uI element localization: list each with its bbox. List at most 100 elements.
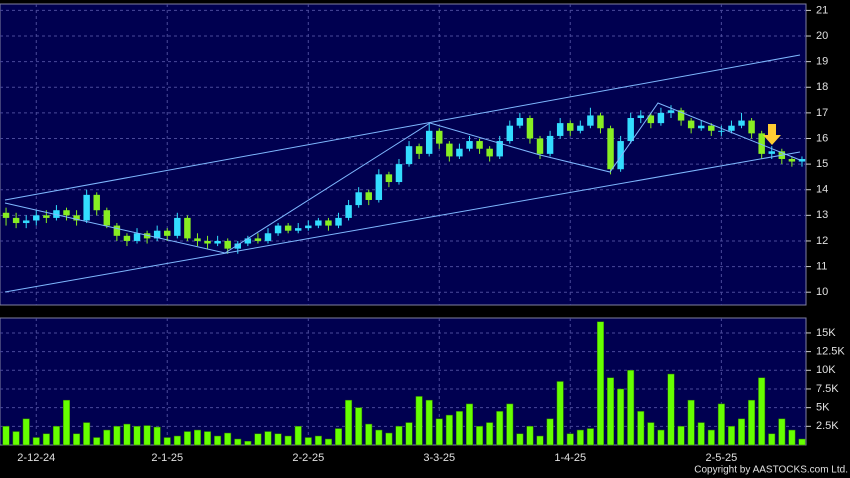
volume-bar	[727, 426, 735, 446]
volume-bar	[506, 403, 514, 446]
candle-body	[93, 194, 100, 211]
candle-body	[113, 225, 121, 236]
candle-body	[33, 215, 40, 221]
candle-body	[546, 135, 554, 154]
volume-bar	[546, 418, 554, 446]
candle-body	[174, 217, 181, 236]
volume-bar	[617, 388, 625, 446]
volume-bar	[707, 429, 715, 446]
candle-body	[315, 220, 322, 226]
volume-bar	[12, 431, 20, 446]
volume-bar	[345, 399, 353, 446]
volume-bar	[455, 411, 463, 446]
candle-body	[385, 174, 393, 183]
volume-bar	[647, 422, 655, 446]
candle-body	[43, 215, 50, 218]
y-tick-label: 5K	[816, 402, 830, 414]
zigzag	[4, 102, 801, 254]
volume-bar	[556, 381, 564, 446]
volume-bar	[687, 399, 695, 446]
volume-bar	[294, 426, 302, 446]
volume-bar	[355, 407, 363, 446]
candle-body	[214, 240, 221, 244]
y-tick-label: 14	[816, 184, 828, 196]
candle-body	[83, 194, 90, 221]
candle-body	[567, 123, 574, 131]
candle-body	[194, 238, 201, 241]
candle-body	[143, 233, 151, 239]
candle-body	[73, 215, 80, 221]
candle-body	[305, 225, 312, 229]
volume-bar	[83, 422, 91, 446]
volume-bar	[415, 396, 423, 446]
candle-body	[184, 217, 191, 239]
volume-bar	[204, 431, 212, 446]
volume-bar	[163, 437, 171, 446]
x-tick-label: 2-1-25	[151, 452, 183, 464]
candle-body	[697, 125, 705, 129]
volume-bar	[405, 422, 413, 446]
y-tick-label: 15	[816, 158, 828, 170]
volume-bar	[73, 433, 81, 446]
volume-bar	[667, 373, 675, 446]
y-tick-label: 15K	[816, 327, 836, 339]
volume-bar	[516, 433, 524, 446]
candle-body	[355, 192, 362, 206]
volume-bar	[486, 422, 494, 446]
volume-bar	[476, 426, 484, 446]
candle-body	[294, 228, 302, 231]
volume-bar	[788, 429, 796, 446]
candle-body	[637, 115, 644, 118]
volume-bar	[264, 431, 272, 446]
copyright: Copyright by AASTOCKS.com Ltd.	[694, 465, 848, 476]
y-tick-label: 12.5K	[816, 346, 845, 358]
candle-body	[597, 115, 604, 129]
candle-body	[728, 125, 735, 131]
candle-body	[446, 143, 453, 157]
x-tick-label: 2-5-25	[705, 452, 737, 464]
candle-body	[647, 115, 655, 124]
candle-body	[607, 128, 614, 170]
volume-bar	[365, 423, 373, 446]
volume-bar	[385, 432, 393, 446]
volume-bar	[123, 423, 131, 446]
candle-body	[224, 240, 231, 249]
y-tick-label: 7.5K	[816, 383, 839, 395]
volume-bar	[22, 418, 30, 446]
volume-bar	[435, 418, 443, 446]
volume-bar	[395, 426, 403, 446]
channel-upper	[4, 54, 801, 201]
volume-bar	[526, 426, 534, 446]
volume-bar	[324, 438, 332, 446]
y-tick-label: 18	[816, 81, 828, 93]
volume-bar	[52, 426, 60, 446]
volume-bar	[758, 377, 766, 446]
y-tick-label: 11	[816, 260, 827, 272]
candle-body	[506, 125, 514, 142]
volume-bar	[214, 435, 222, 446]
candle-body	[103, 210, 111, 226]
volume-bar	[173, 435, 181, 446]
volume-bar	[466, 403, 473, 446]
x-tick-label: 3-3-25	[423, 452, 455, 464]
candle-body	[667, 110, 675, 113]
candle-body	[164, 230, 171, 236]
volume-bar	[375, 429, 383, 446]
volume-bar	[657, 429, 665, 446]
candle-body	[2, 212, 10, 218]
candle-body	[335, 217, 342, 226]
volume-bar	[234, 438, 242, 446]
volume-bar	[103, 429, 111, 446]
candle-body	[274, 225, 282, 234]
candle-body	[687, 120, 695, 129]
candle-body	[577, 125, 584, 131]
volume-bar	[425, 399, 433, 446]
volume-bar	[596, 321, 604, 446]
candle-body	[758, 133, 765, 154]
candle-body	[748, 120, 755, 134]
candle-body	[516, 117, 524, 126]
candle-body	[264, 233, 272, 241]
volume-bar	[778, 418, 786, 446]
candle-body	[436, 130, 443, 144]
candle-body	[345, 205, 352, 218]
